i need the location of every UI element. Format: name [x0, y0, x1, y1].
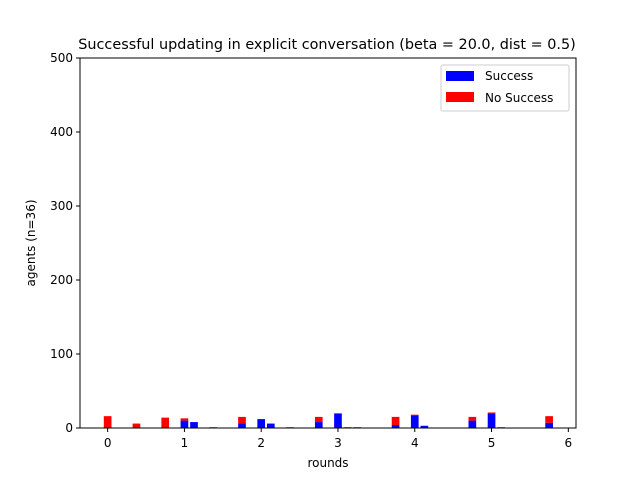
- x-tick-label: 5: [488, 436, 496, 450]
- x-ticks: 0 1 2 3 4 5 6: [104, 428, 572, 450]
- x-tick-label: 6: [565, 436, 573, 450]
- bar-success: [468, 420, 477, 428]
- bar-success: [410, 415, 419, 428]
- bar-no-success: [410, 414, 419, 416]
- y-tick-label: 300: [50, 199, 73, 213]
- bar-no-success: [180, 418, 189, 421]
- chart-title: Successful updating in explicit conversa…: [78, 37, 575, 53]
- bar-success: [487, 413, 496, 428]
- bar-success: [266, 423, 275, 428]
- legend: Success No Success: [440, 64, 570, 112]
- bar-success: [545, 422, 553, 428]
- legend-label-success: Success: [485, 69, 533, 83]
- bar-success: [180, 420, 189, 428]
- y-tick-label: 400: [50, 125, 73, 139]
- y-tick-label: 100: [50, 347, 73, 361]
- bar-success: [334, 413, 342, 428]
- x-tick-label: 2: [257, 436, 265, 450]
- bar-no-success: [468, 416, 477, 421]
- x-tick-label: 3: [334, 436, 342, 450]
- bar-success: [190, 422, 198, 428]
- bar-no-success: [161, 417, 170, 428]
- legend-swatch-no-success: [446, 92, 474, 102]
- y-ticks: 0 100 200 300 400 500: [50, 51, 80, 435]
- x-axis-label: rounds: [307, 456, 348, 470]
- plot-frame: [79, 57, 577, 429]
- y-axis-label: agents (n=36): [24, 199, 38, 286]
- x-tick-label: 1: [181, 436, 189, 450]
- bar-no-success: [238, 416, 246, 424]
- bar-no-success: [545, 416, 553, 423]
- bar-no-success: [132, 423, 141, 428]
- legend-label-no-success: No Success: [485, 91, 553, 105]
- bar-no-success: [391, 416, 400, 426]
- bar-success: [391, 425, 400, 428]
- bar-success: [314, 422, 323, 428]
- x-tick-label: 0: [104, 436, 112, 450]
- legend-swatch-success: [446, 71, 474, 81]
- y-tick-label: 200: [50, 273, 73, 287]
- bar-success: [420, 425, 429, 428]
- bar-no-success: [334, 413, 342, 414]
- bar-no-success: [487, 412, 496, 414]
- bar-no-success: [314, 416, 323, 423]
- y-tick-label: 500: [50, 51, 73, 65]
- bar-success: [257, 419, 266, 428]
- x-tick-label: 4: [411, 436, 419, 450]
- y-tick-label: 0: [65, 421, 73, 435]
- bar-success: [238, 423, 246, 428]
- bar-no-success: [103, 416, 112, 428]
